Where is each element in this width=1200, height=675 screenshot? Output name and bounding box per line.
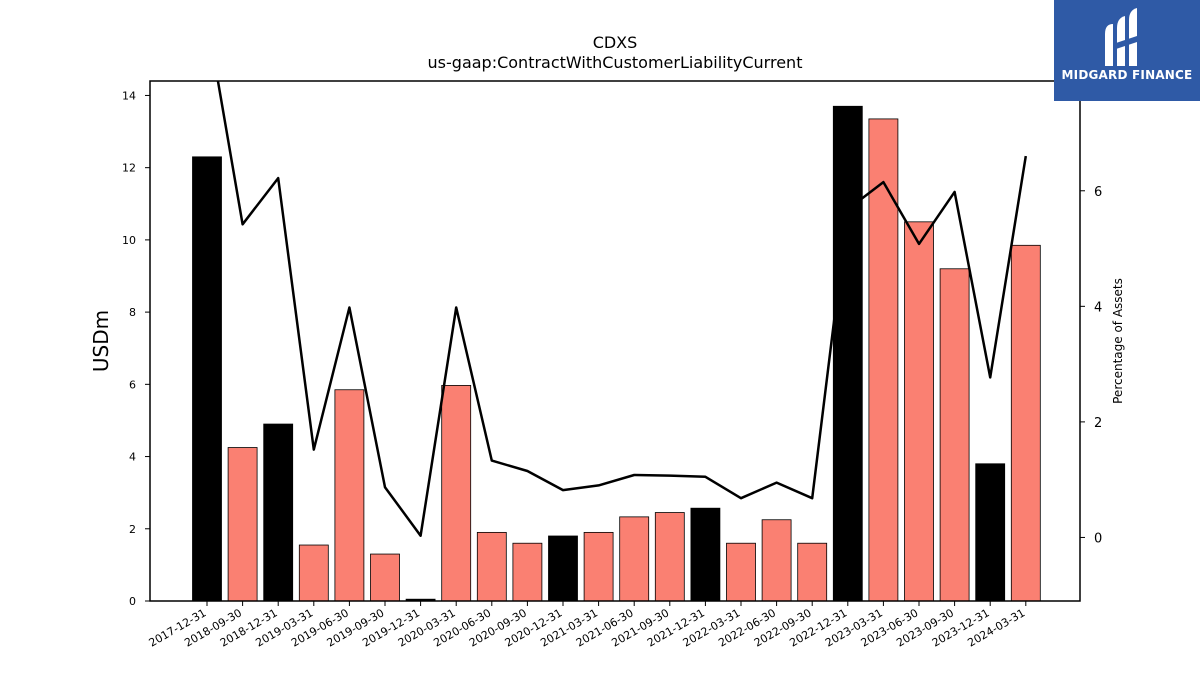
- bar-2021-12-31: [690, 507, 721, 602]
- y-tick-label: 8: [129, 306, 136, 319]
- percentage-line: [216, 81, 1028, 537]
- bars: [192, 105, 1041, 602]
- brand-name: MIDGARD FINANCE: [1061, 68, 1193, 82]
- bar-2018-12-31: [263, 423, 294, 602]
- bar-2017-12-31: [192, 156, 222, 602]
- y-axis-left: 0 2 4 6 8 10 12 14: [122, 89, 150, 608]
- y-axis-right: 0 2 4 6: [1080, 185, 1102, 546]
- y-tick-label: 0: [129, 595, 136, 608]
- bar-2023-12-31: [975, 463, 1006, 602]
- percentage-series-line: [216, 81, 1028, 537]
- bar-2024-03-31: [1010, 244, 1041, 602]
- y-tick-label: 4: [129, 451, 136, 464]
- bar-2019-03-31: [298, 544, 329, 602]
- bar-2020-03-31: [441, 385, 472, 602]
- midgard-m-icon: [1105, 8, 1137, 66]
- bar-2019-09-30: [370, 553, 400, 602]
- bar-2022-12-31: [832, 105, 863, 602]
- bar-2021-06-30: [619, 516, 650, 602]
- y2-tick-label: 6: [1094, 185, 1102, 200]
- bar-2020-06-30: [476, 531, 507, 602]
- y2-tick-label: 2: [1094, 416, 1102, 431]
- bar-2021-03-31: [583, 531, 614, 602]
- bar-2020-12-31: [548, 535, 578, 602]
- chart-title: CDXS: [593, 33, 638, 52]
- chart-subtitle: us-gaap:ContractWithCustomerLiabilityCur…: [428, 53, 803, 72]
- bar-2023-09-30: [939, 268, 970, 602]
- y2-axis-label: Percentage of Assets: [1111, 278, 1125, 404]
- bar-2023-06-30: [904, 221, 934, 602]
- bar-2022-06-30: [761, 519, 792, 602]
- bar-2021-09-30: [654, 512, 685, 602]
- bar-2022-09-30: [797, 542, 828, 602]
- y-tick-label: 2: [129, 523, 136, 536]
- x-axis: 2017-12-312018-09-302018-12-312019-03-31…: [147, 601, 1027, 650]
- brand-logo: MIDGARD FINANCE: [1054, 0, 1200, 101]
- y2-tick-label: 0: [1094, 531, 1102, 546]
- plot-frame: [149, 80, 1081, 602]
- y-tick-label: 12: [122, 162, 136, 175]
- bar-2019-06-30: [334, 389, 365, 602]
- y-axis-label: USDm: [89, 310, 113, 372]
- bar-2020-09-30: [512, 542, 543, 602]
- y2-tick-label: 4: [1094, 300, 1102, 315]
- bar-2022-03-31: [726, 542, 756, 602]
- y-tick-label: 6: [129, 378, 136, 391]
- bar-2018-09-30: [227, 447, 258, 602]
- y-tick-label: 10: [122, 234, 136, 247]
- y-tick-label: 14: [122, 89, 136, 102]
